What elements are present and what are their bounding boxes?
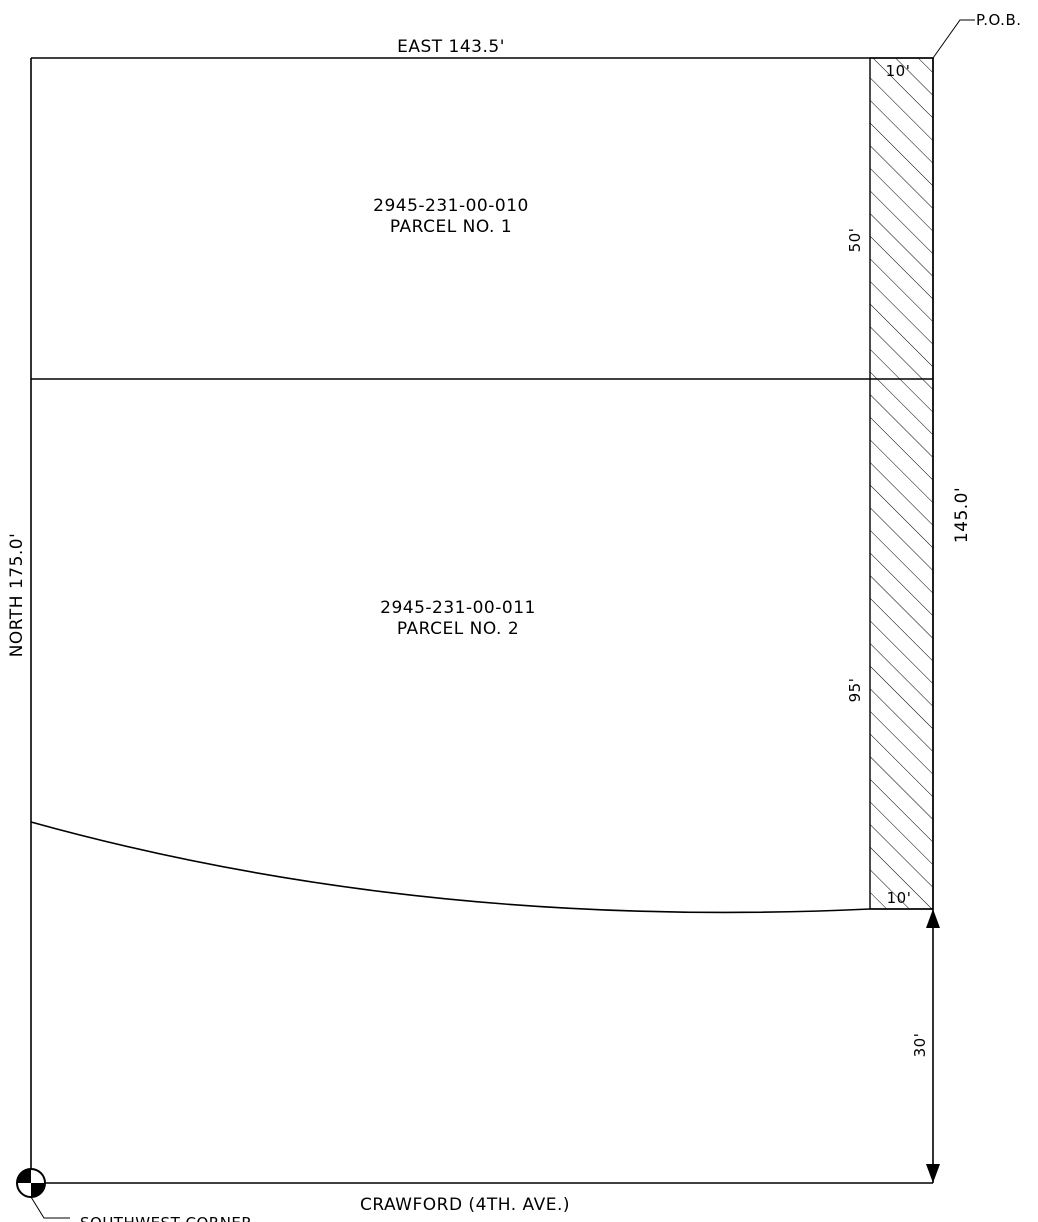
- survey-monument-icon: [16, 1168, 46, 1198]
- parcel-1-strip-length-label: 50': [846, 228, 864, 253]
- parcel-2-id: 2945-231-00-011: [380, 598, 536, 618]
- west-boundary-label: NORTH 175.0': [7, 533, 27, 658]
- pob-leader-line: [932, 19, 975, 59]
- parcel-1-name: PARCEL NO. 1: [390, 217, 512, 237]
- road-name-label: CRAWFORD (4TH. AVE.): [360, 1195, 570, 1215]
- easement-strip: [869, 57, 934, 910]
- road-offset-label: 30': [911, 1033, 929, 1058]
- pob-label: P.O.B.: [976, 11, 1022, 29]
- arrow-up-icon: [926, 909, 940, 928]
- parcel-1-id: 2945-231-00-010: [373, 196, 529, 216]
- east-boundary-label: 145.0': [952, 487, 972, 543]
- arrow-down-icon: [926, 1164, 940, 1183]
- parcel-2-name: PARCEL NO. 2: [397, 619, 519, 639]
- curved-boundary-line: [30, 821, 871, 914]
- corner-label: SOUTHWEST CORNER: [80, 1214, 252, 1222]
- north-boundary-label: EAST 143.5': [397, 37, 505, 57]
- corner-leader-line: [30, 1196, 70, 1219]
- strip-bottom-width-label: 10': [887, 889, 912, 907]
- parcel-2-strip-length-label: 95': [846, 678, 864, 703]
- strip-top-width-label: 10': [886, 62, 911, 80]
